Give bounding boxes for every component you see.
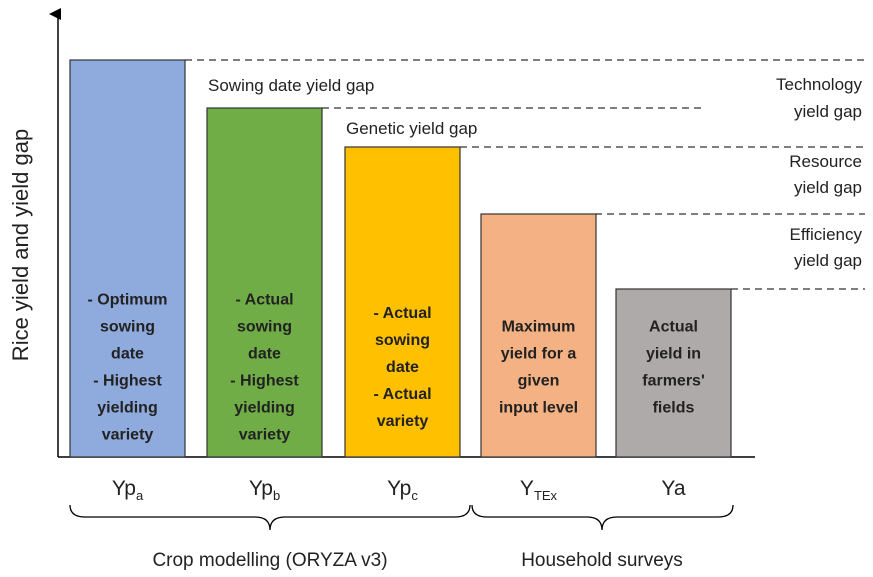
bar-text: - Optimum [88, 292, 168, 309]
bar-text: yielding [234, 400, 294, 417]
bar-label-main: Yp [112, 477, 136, 500]
group-label: Household surveys [521, 550, 683, 571]
gap-label: Genetic yield gap [346, 119, 477, 138]
bar-text: date [248, 346, 281, 363]
bar-text: Actual [649, 319, 698, 336]
gap-category-label: Resource [789, 152, 862, 171]
bar-text: variety [102, 427, 154, 444]
bar [344, 146, 461, 458]
gap-category-label: Technology [776, 75, 863, 94]
bar-label: Ya [661, 477, 685, 500]
bar-text: given [518, 373, 560, 390]
bar-text: yield in [646, 346, 701, 363]
bar-text: yielding [97, 400, 157, 417]
bar-label: YTEx [520, 477, 558, 503]
bar-text: - Highest [93, 373, 162, 390]
bar [480, 213, 597, 458]
bar-label-sub: TEx [534, 488, 558, 503]
bar-label-main: Yp [387, 477, 411, 500]
bar-label-sub: b [273, 488, 280, 503]
gap-label: Sowing date yield gap [208, 76, 374, 95]
bar-label: Ypb [249, 477, 280, 503]
dashed-lines [185, 59, 865, 290]
bar-label: Ypc [387, 477, 418, 503]
bar-text: - Actual [373, 386, 431, 403]
bar-label-sub: a [136, 488, 144, 503]
bar-text: - Highest [230, 373, 299, 390]
bar-text: sowing [237, 319, 292, 336]
bar-text: sowing [100, 319, 155, 336]
bar-text: sowing [375, 332, 430, 349]
bar-text: variety [239, 427, 291, 444]
bar-text: date [111, 346, 144, 363]
bar-text: Maximum [502, 319, 576, 336]
bar-label-main: Yp [249, 477, 273, 500]
bar [615, 288, 732, 458]
gap-category-label: yield gap [794, 102, 862, 121]
brace [471, 504, 734, 531]
bar-text: farmers' [642, 373, 705, 390]
bar-label: Ypa [112, 477, 144, 503]
bar-label-sub: c [411, 488, 418, 503]
gap-category-label: yield gap [794, 251, 862, 270]
bar [69, 59, 186, 458]
bar-text: input level [499, 400, 578, 417]
y-axis-label: Rice yield and yield gap [8, 129, 33, 361]
bar-label-main: Y [520, 477, 534, 500]
bar-label-main: Ya [661, 477, 685, 500]
bar-text: - Actual [235, 292, 293, 309]
gap-category-label: Efficiency [790, 225, 863, 244]
gap-category-label: yield gap [794, 178, 862, 197]
bar-text: fields [653, 400, 695, 417]
bar-text: date [386, 359, 419, 376]
brace [69, 504, 471, 531]
bar-text: variety [377, 413, 429, 430]
bar-text: - Actual [373, 305, 431, 322]
group-label: Crop modelling (ORYZA v3) [152, 550, 387, 571]
bar-text: yield for a [501, 346, 577, 363]
bar [206, 107, 323, 458]
